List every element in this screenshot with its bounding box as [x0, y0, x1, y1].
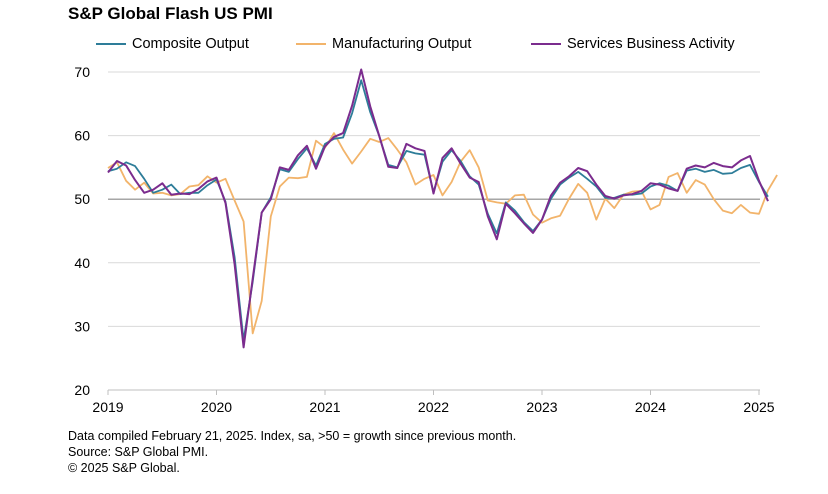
legend-swatch — [531, 43, 561, 45]
y-tick-label-50: 50 — [74, 191, 90, 207]
y-tick-label-30: 30 — [74, 318, 90, 334]
chart-footer: Data compiled February 21, 2025. Index, … — [68, 428, 516, 476]
legend-label: Manufacturing Output — [332, 36, 472, 52]
legend-item-services-business-activity: Services Business Activity — [531, 36, 735, 52]
x-tick-label-2024: 2024 — [635, 399, 666, 415]
y-tick-label-60: 60 — [74, 128, 90, 144]
x-tick-label-2022: 2022 — [418, 399, 449, 415]
series-line-services-business-activity — [107, 68, 769, 349]
x-tick-label-2019: 2019 — [92, 399, 123, 415]
series-line-composite-output — [107, 79, 769, 342]
y-tick-label-40: 40 — [74, 255, 90, 271]
x-tick-label-2023: 2023 — [526, 399, 557, 415]
x-tick-label-2021: 2021 — [309, 399, 340, 415]
legend-swatch — [96, 43, 126, 45]
x-tick-label-2020: 2020 — [201, 399, 232, 415]
legend-label: Services Business Activity — [567, 36, 735, 52]
chart-title: S&P Global Flash US PMI — [68, 4, 273, 23]
y-tick-label-70: 70 — [74, 64, 90, 80]
legend-item-composite-output: Composite Output — [96, 36, 249, 52]
footer-source: Source: S&P Global PMI. — [68, 445, 209, 459]
legend-item-manufacturing-output: Manufacturing Output — [296, 36, 471, 52]
x-tick-label-2025: 2025 — [743, 399, 774, 415]
chart-legend: Composite Output Manufacturing Output Serv… — [0, 36, 828, 56]
legend-label: Composite Output — [132, 36, 249, 52]
footer-copyright: © 2025 S&P Global. — [68, 461, 180, 475]
legend-swatch — [296, 43, 326, 45]
y-tick-label-20: 20 — [74, 382, 90, 398]
footer-note: Data compiled February 21, 2025. Index, … — [68, 429, 517, 443]
